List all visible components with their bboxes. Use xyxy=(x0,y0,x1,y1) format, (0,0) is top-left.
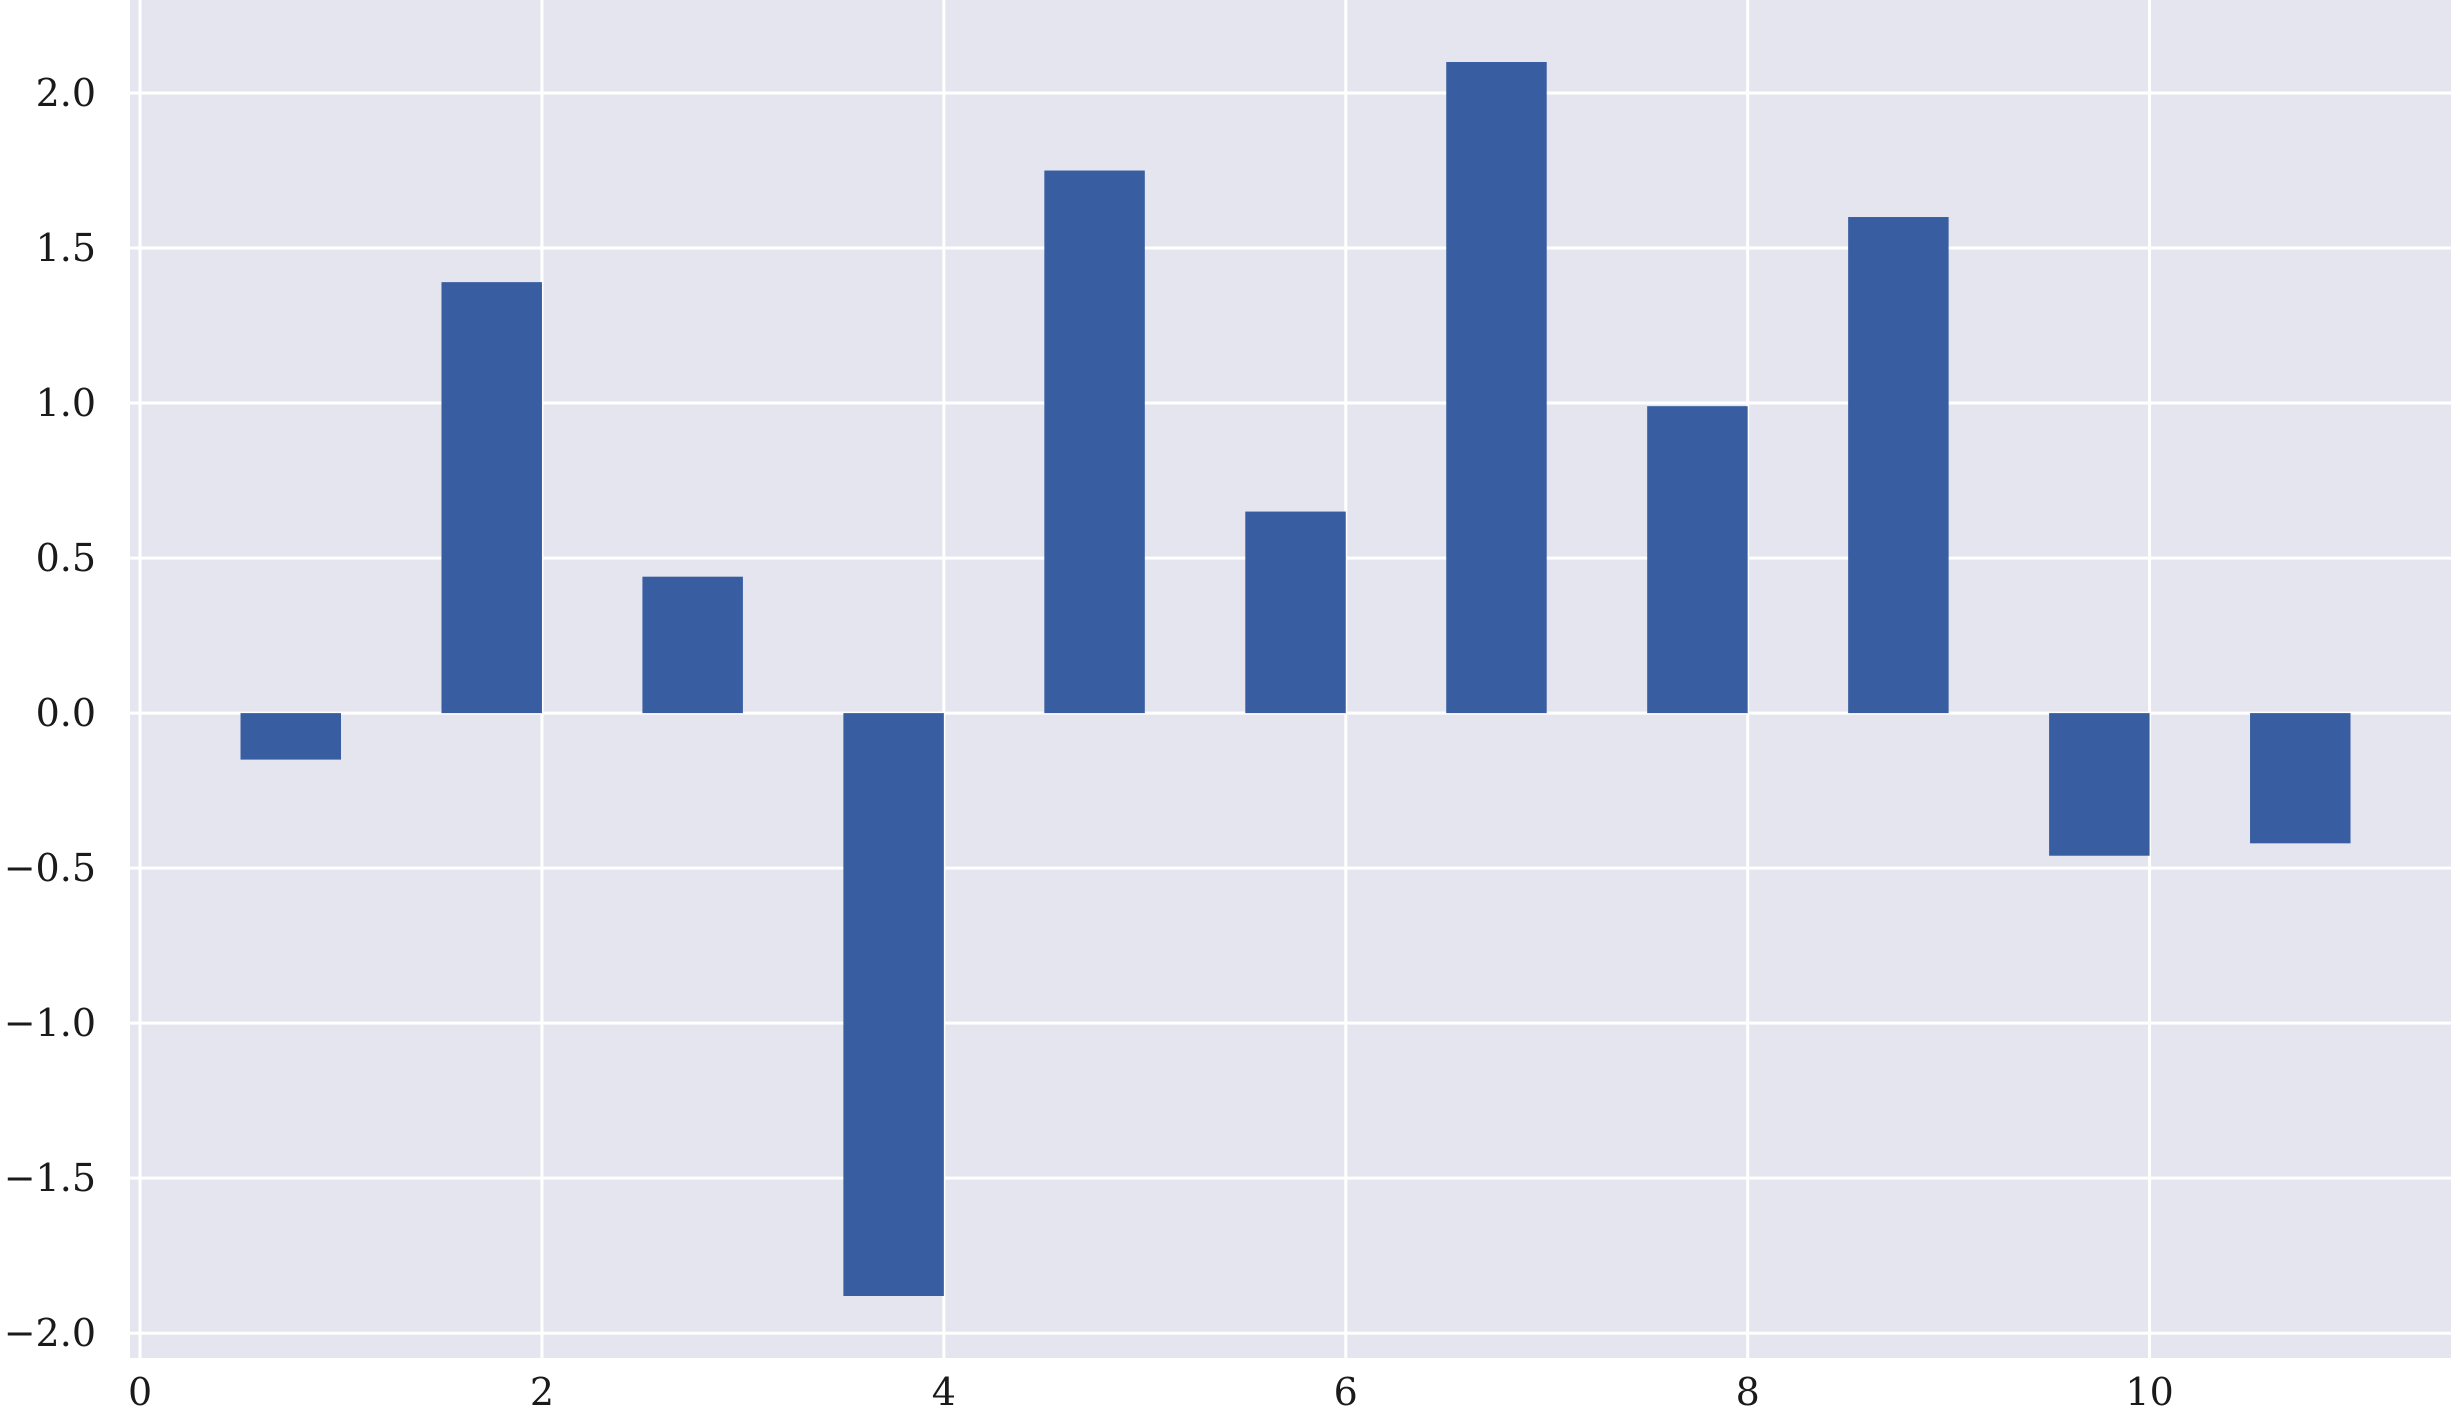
bar xyxy=(1848,217,1949,714)
y-tick-label: 0.5 xyxy=(36,536,96,580)
bar xyxy=(1446,62,1547,714)
y-tick-label: 2.0 xyxy=(36,71,96,115)
bar xyxy=(2049,713,2150,856)
bar xyxy=(1245,511,1346,714)
x-axis-tick-labels: 0 2 4 6 8 10 xyxy=(128,1370,2174,1414)
y-tick-label: −1.0 xyxy=(4,1001,96,1045)
bar xyxy=(642,576,743,714)
bars xyxy=(240,62,2351,1296)
x-tick-label: 0 xyxy=(128,1370,152,1414)
y-tick-label: 0.0 xyxy=(36,691,96,735)
y-tick-label: −1.5 xyxy=(4,1156,96,1200)
y-tick-label: −0.5 xyxy=(4,846,96,890)
y-tick-label: −2.0 xyxy=(4,1311,96,1355)
y-axis-tick-labels: −2.0 −1.5 −1.0 −0.5 0.0 0.5 1.0 1.5 2.0 xyxy=(4,71,96,1355)
y-tick-label: 1.5 xyxy=(36,226,96,270)
x-tick-label: 2 xyxy=(530,1370,554,1414)
bar xyxy=(441,282,542,714)
x-tick-label: 10 xyxy=(2125,1370,2173,1414)
bar xyxy=(1044,170,1145,714)
bar xyxy=(843,713,944,1296)
x-tick-label: 4 xyxy=(932,1370,956,1414)
bar xyxy=(240,713,341,760)
x-tick-label: 8 xyxy=(1736,1370,1760,1414)
bar xyxy=(1647,406,1748,714)
bar xyxy=(2250,713,2351,844)
y-tick-label: 1.0 xyxy=(36,381,96,425)
x-tick-label: 6 xyxy=(1334,1370,1358,1414)
